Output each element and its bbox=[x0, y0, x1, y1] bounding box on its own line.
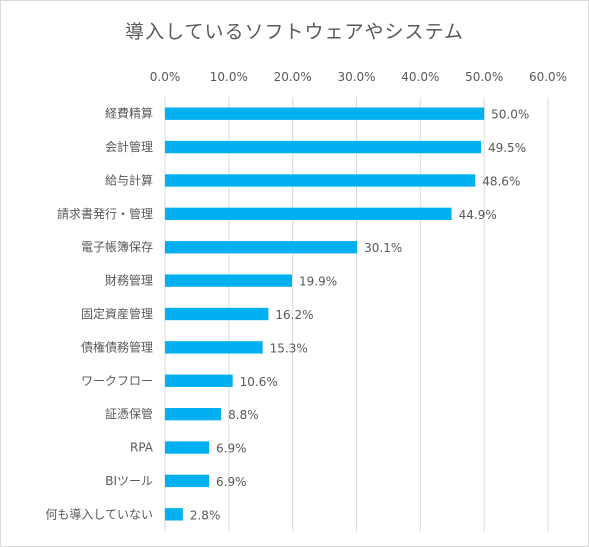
bar bbox=[165, 207, 452, 221]
x-tick-label: 10.0% bbox=[210, 70, 248, 84]
category-label: 何も導入していない bbox=[45, 507, 153, 521]
data-label: 6.9% bbox=[216, 475, 247, 489]
bar bbox=[165, 407, 222, 421]
data-label: 16.2% bbox=[275, 308, 313, 322]
category-label: 証憑保管 bbox=[105, 406, 153, 421]
x-tick-label: 50.0% bbox=[465, 70, 503, 84]
data-label: 8.8% bbox=[228, 408, 259, 422]
category-label: 固定資産管理 bbox=[81, 306, 153, 321]
category-label: 給与計算 bbox=[105, 172, 153, 187]
x-tick-label: 0.0% bbox=[150, 70, 181, 84]
data-label: 2.8% bbox=[190, 508, 221, 522]
category-label: 電子帳簿保存 bbox=[81, 239, 153, 254]
bar bbox=[165, 474, 210, 488]
category-label: 会計管理 bbox=[105, 139, 153, 154]
data-label: 49.5% bbox=[488, 141, 526, 155]
data-label: 50.0% bbox=[491, 108, 529, 122]
bar bbox=[165, 341, 263, 354]
bar bbox=[165, 307, 269, 321]
bar bbox=[165, 107, 485, 120]
bar bbox=[165, 174, 476, 187]
data-label: 19.9% bbox=[299, 275, 337, 289]
category-label: 財務管理 bbox=[105, 273, 153, 288]
bar bbox=[165, 508, 183, 521]
category-label: RPA bbox=[130, 441, 154, 455]
bar bbox=[165, 241, 358, 254]
x-tick-label: 20.0% bbox=[274, 70, 312, 84]
bar bbox=[165, 441, 210, 454]
category-label: ワークフロー bbox=[81, 374, 153, 388]
bar bbox=[165, 274, 293, 287]
data-label: 48.6% bbox=[482, 174, 520, 188]
category-label: 請求書発行・管理 bbox=[57, 206, 153, 221]
data-label: 15.3% bbox=[270, 341, 308, 355]
data-label: 6.9% bbox=[216, 442, 247, 456]
category-label: 債権債務管理 bbox=[81, 339, 153, 354]
category-label: BIツール bbox=[105, 474, 153, 488]
category-label: 経費精算 bbox=[105, 106, 153, 121]
bar bbox=[165, 140, 481, 154]
bar bbox=[165, 374, 233, 387]
chart-title: 導入しているソフトウェアやシステム bbox=[125, 21, 464, 43]
data-label: 10.6% bbox=[240, 375, 278, 389]
x-tick-label: 40.0% bbox=[401, 70, 439, 84]
x-tick-label: 60.0% bbox=[529, 70, 567, 84]
data-label: 44.9% bbox=[459, 208, 497, 222]
x-tick-label: 30.0% bbox=[337, 70, 375, 84]
data-label: 30.1% bbox=[364, 241, 402, 255]
